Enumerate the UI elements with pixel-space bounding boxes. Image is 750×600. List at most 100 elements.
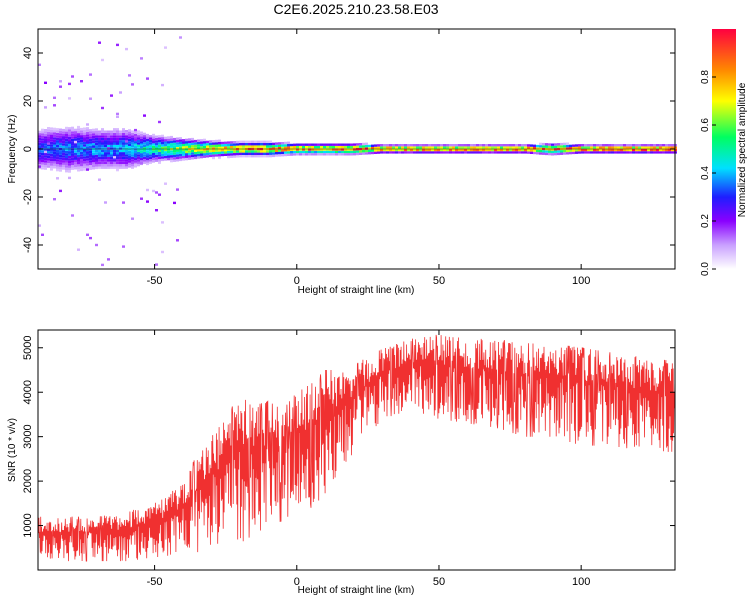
heatmap-cell <box>83 144 86 147</box>
heatmap-cell <box>104 137 107 141</box>
heatmap-cell <box>146 143 149 146</box>
heatmap-cell <box>104 130 107 133</box>
heatmap-cell <box>563 142 566 146</box>
heatmap-cell <box>47 163 50 166</box>
heatmap-cell <box>632 148 635 152</box>
heatmap-cell <box>107 144 110 148</box>
heatmap-cell <box>329 143 332 146</box>
heatmap-cell <box>152 153 155 156</box>
heatmap-cell <box>113 152 116 155</box>
heatmap-cell <box>140 133 143 137</box>
heatmap-cell <box>446 148 449 152</box>
heatmap-cell <box>158 161 161 164</box>
heatmap-cell <box>173 157 176 160</box>
heatmap-cell <box>581 144 584 147</box>
heatmap-cell <box>599 148 602 152</box>
heatmap-cell <box>98 161 101 165</box>
heatmap-cell <box>77 133 80 136</box>
heatmap-cell <box>380 151 383 154</box>
heatmap-cell <box>260 152 263 155</box>
heatmap-cell <box>38 159 41 162</box>
heatmap-cell <box>392 146 395 149</box>
heatmap-cell <box>71 165 74 168</box>
heatmap-cell <box>80 137 83 140</box>
heatmap-cell <box>476 144 479 147</box>
heatmap-cell <box>53 142 56 145</box>
heatmap-cell <box>482 144 485 147</box>
heatmap-cell <box>137 149 140 152</box>
heatmap-cell <box>374 146 377 150</box>
heatmap-cell <box>449 144 452 147</box>
heatmap-cell <box>110 161 113 165</box>
heatmap-cell <box>137 163 140 167</box>
heatmap-cell <box>497 146 500 149</box>
heatmap-cell <box>209 142 212 146</box>
heatmap-cell <box>65 162 68 166</box>
heatmap-cell <box>146 155 149 158</box>
heatmap-cell <box>464 151 467 154</box>
heatmap-cell <box>380 146 383 149</box>
heatmap-cell <box>89 129 92 132</box>
heatmap-cell <box>110 164 113 167</box>
heatmap-cell <box>140 145 143 149</box>
heatmap-cell <box>350 150 353 154</box>
heatmap-cell <box>62 128 65 132</box>
heatmap-cell <box>110 142 113 145</box>
heatmap-cell <box>410 151 413 154</box>
heatmap-cell <box>446 146 449 149</box>
heatmap-cell <box>134 136 137 139</box>
heatmap-cell <box>260 140 263 143</box>
heatmap-cell <box>134 160 137 163</box>
heatmap-cell <box>113 156 116 159</box>
heatmap-cell <box>113 149 116 153</box>
heatmap-cell <box>155 135 158 138</box>
heatmap-cell <box>215 154 218 157</box>
heatmap-cell <box>545 152 548 156</box>
heatmap-cell <box>56 159 59 162</box>
heatmap-cell <box>452 146 455 149</box>
heatmap-cell <box>467 146 470 149</box>
heatmap-cell <box>86 165 89 168</box>
heatmap-cell <box>176 239 179 242</box>
heatmap-cell <box>332 145 335 149</box>
heatmap-cell <box>293 153 296 156</box>
heatmap-cell <box>314 153 317 156</box>
heatmap-cell <box>380 148 383 152</box>
heatmap-cell <box>242 150 245 153</box>
heatmap-cell <box>155 149 158 153</box>
x-tick-label: 50 <box>433 576 445 588</box>
heatmap-cell <box>110 156 113 160</box>
heatmap-cell <box>299 153 302 156</box>
heatmap-cell <box>398 144 401 147</box>
heatmap-cell <box>68 141 71 144</box>
heatmap-cell <box>203 143 206 146</box>
heatmap-cell <box>179 158 182 162</box>
heatmap-cell <box>86 160 89 164</box>
heatmap-cell <box>341 150 344 154</box>
heatmap-cell <box>650 151 653 154</box>
heatmap-cell <box>572 144 575 147</box>
heatmap-cell <box>437 144 440 147</box>
heatmap-cell <box>638 148 641 152</box>
heatmap-cell <box>386 144 389 147</box>
snr-x-label: Height of straight line (km) <box>298 585 415 596</box>
heatmap-cell <box>110 149 113 153</box>
heatmap-cell <box>122 147 125 150</box>
heatmap-cell <box>503 144 506 147</box>
heatmap-cell <box>218 146 221 150</box>
heatmap-cell <box>146 150 149 154</box>
heatmap-cell <box>161 144 164 147</box>
heatmap-cell <box>125 159 128 162</box>
heatmap-cell <box>350 143 353 146</box>
heatmap-cell <box>119 154 122 157</box>
heatmap-cell <box>326 143 329 146</box>
heatmap-cell <box>59 166 62 170</box>
heatmap-cell <box>194 139 197 143</box>
heatmap-cell <box>140 157 143 161</box>
heatmap-cell <box>149 147 152 150</box>
heatmap-cell <box>68 134 71 137</box>
heatmap-cell <box>434 144 437 147</box>
heatmap-cell <box>62 143 65 146</box>
heatmap-cell <box>53 127 56 131</box>
